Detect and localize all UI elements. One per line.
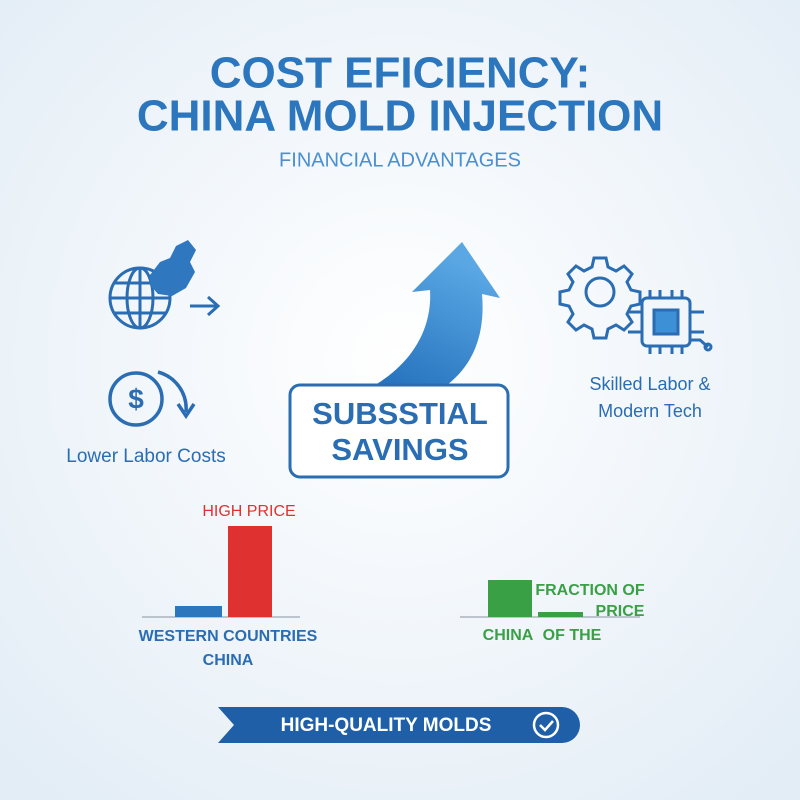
title-line: CHINA MOLD INJECTION bbox=[137, 92, 663, 141]
savings-text: SAVINGS bbox=[331, 432, 468, 467]
gear-icon bbox=[558, 256, 642, 340]
comparison-label: PRICE bbox=[596, 603, 645, 620]
check-icon bbox=[532, 711, 560, 739]
chip-icon bbox=[628, 290, 713, 354]
feature-label: Skilled Labor & bbox=[589, 374, 710, 394]
bar-shape bbox=[175, 606, 222, 617]
subtitle: FINANCIAL ADVANTAGES bbox=[279, 149, 521, 171]
title-line: COST EFICIENCY: bbox=[210, 49, 591, 98]
arrow-icon bbox=[190, 295, 221, 317]
bar-shape bbox=[228, 526, 272, 617]
dollar-sign: $ bbox=[128, 383, 144, 414]
savings-arrow bbox=[370, 242, 500, 400]
banner-text: HIGH-QUALITY MOLDS bbox=[281, 715, 492, 736]
banner bbox=[218, 707, 580, 743]
dollar-icon bbox=[108, 370, 196, 427]
globe-icon bbox=[108, 266, 172, 330]
savings-box bbox=[288, 383, 510, 479]
comparison-label: FRACTION OF bbox=[535, 582, 645, 599]
comparison-label: OF THE bbox=[543, 627, 602, 644]
savings-text: SUBSSTIAL bbox=[312, 396, 488, 431]
comparison-label: WESTERN COUNTRIES bbox=[139, 628, 318, 645]
feature-label: Lower Labor Costs bbox=[66, 446, 225, 467]
bar-shape bbox=[538, 612, 583, 617]
bar-label: HIGH PRICE bbox=[202, 503, 295, 520]
bar-shape bbox=[488, 580, 532, 617]
comparison-label: CHINA bbox=[483, 627, 534, 644]
comparison-label: CHINA bbox=[203, 652, 254, 669]
feature-label: Modern Tech bbox=[598, 401, 702, 421]
map-icon bbox=[150, 240, 196, 296]
